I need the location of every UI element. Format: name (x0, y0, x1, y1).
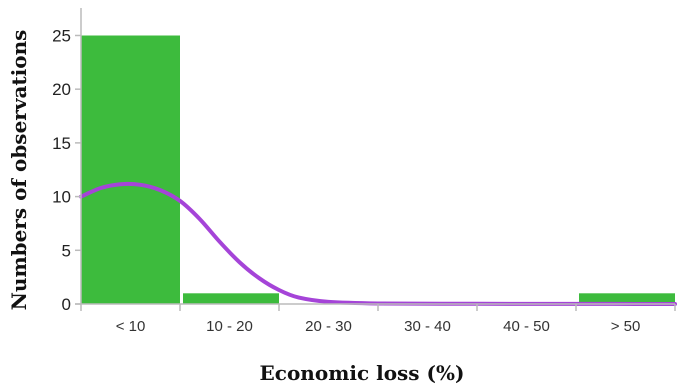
y-tick-label-10: 10 (52, 188, 71, 207)
bar-1 (183, 293, 279, 304)
bar-5 (579, 293, 675, 304)
bars-group (81, 35, 675, 304)
x-tick-label-2: 20 - 30 (305, 318, 352, 335)
axes-group: 0 5 10 15 20 25 < 10 10 - 20 20 - 30 30 - 40 40 - … (52, 8, 676, 335)
y-tick-label-0: 0 (62, 295, 71, 314)
x-axis-title: Economic loss (%) (260, 361, 465, 385)
x-tick-label-5: > 50 (611, 318, 641, 335)
bar-0 (81, 35, 180, 304)
y-tick-label-25: 25 (52, 26, 71, 45)
y-tick-label-5: 5 (62, 241, 71, 260)
x-tick-label-3: 30 - 40 (404, 318, 451, 335)
x-tick-label-0: < 10 (116, 318, 146, 335)
x-tick-label-1: 10 - 20 (206, 318, 253, 335)
x-tick-label-4: 40 - 50 (503, 318, 550, 335)
y-tick-label-20: 20 (52, 80, 71, 99)
y-axis-title: Numbers of observations (7, 30, 31, 311)
y-tick-label-15: 15 (52, 134, 71, 153)
